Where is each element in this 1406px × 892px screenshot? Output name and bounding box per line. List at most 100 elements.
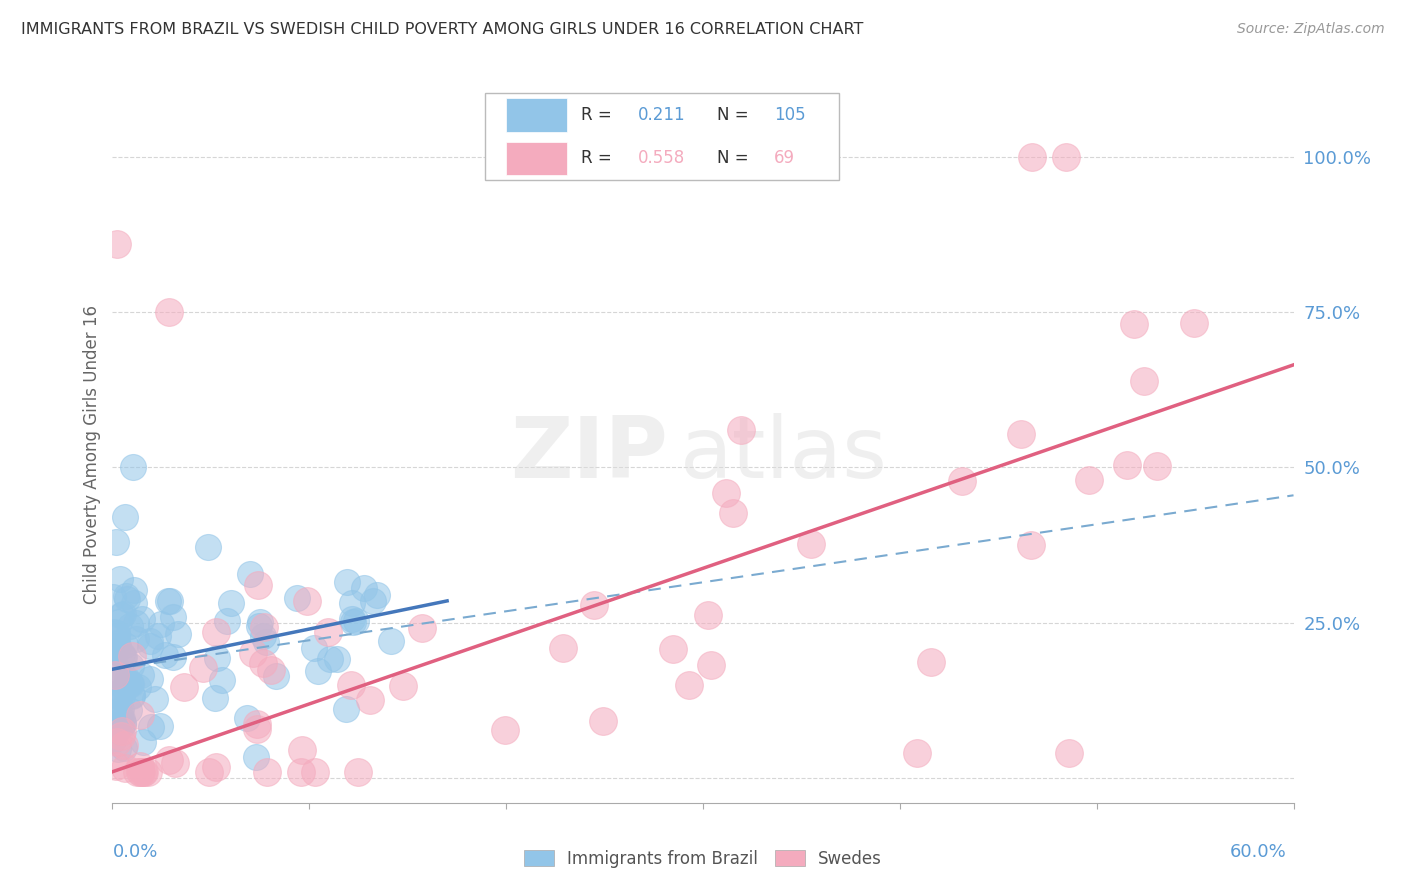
Text: N =: N =: [717, 106, 754, 124]
Point: [108, 711, 131, 725]
Point: [105, 759, 128, 773]
Point: [117, 678, 139, 692]
Point: [246, 722, 269, 736]
Point: [316, 624, 339, 639]
Point: [246, 577, 269, 591]
Point: [307, 664, 329, 678]
Point: [920, 655, 942, 669]
Point: [110, 713, 132, 727]
Point: [1116, 458, 1139, 472]
Point: [340, 596, 363, 610]
FancyBboxPatch shape: [506, 98, 567, 131]
Point: [155, 648, 177, 663]
Point: [110, 720, 132, 734]
Point: [1146, 458, 1168, 473]
Point: [254, 635, 277, 649]
Point: [1057, 746, 1080, 760]
Point: [344, 614, 367, 628]
Point: [340, 612, 363, 626]
Point: [592, 714, 614, 728]
Point: [129, 668, 152, 682]
Point: [295, 594, 318, 608]
FancyBboxPatch shape: [485, 93, 839, 180]
Text: 0.558: 0.558: [638, 149, 685, 168]
Point: [111, 685, 134, 699]
Point: [121, 689, 143, 703]
Point: [108, 706, 131, 720]
Point: [108, 615, 131, 629]
Point: [242, 647, 264, 661]
Point: [105, 635, 128, 649]
Point: [319, 652, 342, 666]
Text: R =: R =: [581, 106, 617, 124]
Text: 60.0%: 60.0%: [1230, 843, 1286, 861]
Point: [159, 593, 181, 607]
Point: [103, 624, 125, 639]
Text: 0.211: 0.211: [638, 106, 686, 124]
Point: [146, 629, 169, 643]
Text: IMMIGRANTS FROM BRAZIL VS SWEDISH CHILD POVERTY AMONG GIRLS UNDER 16 CORRELATION: IMMIGRANTS FROM BRAZIL VS SWEDISH CHILD …: [21, 22, 863, 37]
Point: [905, 746, 928, 760]
Point: [157, 305, 180, 319]
Point: [115, 673, 138, 687]
Point: [111, 724, 134, 739]
Point: [108, 572, 131, 586]
Point: [110, 608, 132, 623]
Point: [101, 732, 124, 747]
Point: [1021, 150, 1043, 164]
Point: [260, 663, 283, 677]
Point: [392, 679, 415, 693]
Point: [118, 703, 141, 717]
Point: [198, 764, 221, 779]
Point: [252, 629, 274, 643]
Point: [1077, 474, 1099, 488]
Point: [105, 626, 128, 640]
Point: [211, 673, 233, 688]
Point: [245, 716, 267, 731]
Point: [141, 720, 163, 734]
Point: [252, 657, 274, 671]
Point: [302, 641, 325, 656]
Point: [204, 691, 226, 706]
Point: [111, 690, 134, 704]
Point: [700, 658, 723, 673]
Point: [120, 677, 142, 691]
Point: [107, 673, 129, 687]
Point: [124, 615, 146, 630]
Point: [1123, 317, 1146, 331]
Text: ZIP: ZIP: [510, 413, 668, 497]
Point: [359, 693, 381, 707]
Point: [249, 615, 271, 629]
Point: [104, 707, 127, 722]
Point: [245, 750, 267, 764]
Point: [291, 743, 314, 757]
Point: [125, 764, 148, 779]
Point: [103, 723, 125, 737]
Point: [104, 535, 127, 549]
Point: [127, 680, 149, 694]
Point: [121, 460, 143, 475]
Point: [108, 718, 131, 732]
Point: [118, 619, 141, 633]
Legend: Immigrants from Brazil, Swedes: Immigrants from Brazil, Swedes: [517, 843, 889, 874]
Point: [139, 639, 162, 653]
Point: [114, 761, 136, 775]
Point: [111, 647, 134, 661]
Point: [219, 596, 242, 610]
Point: [101, 687, 124, 701]
Point: [253, 620, 276, 634]
Point: [105, 688, 128, 702]
Point: [115, 589, 138, 603]
Point: [697, 608, 720, 623]
Point: [114, 638, 136, 652]
Text: atlas: atlas: [679, 413, 887, 497]
Point: [110, 702, 132, 716]
Point: [162, 650, 184, 665]
Point: [1054, 150, 1077, 164]
Point: [165, 756, 187, 770]
Point: [662, 642, 685, 657]
Point: [112, 681, 135, 695]
Point: [730, 423, 752, 437]
Point: [104, 668, 127, 682]
Point: [139, 672, 162, 686]
